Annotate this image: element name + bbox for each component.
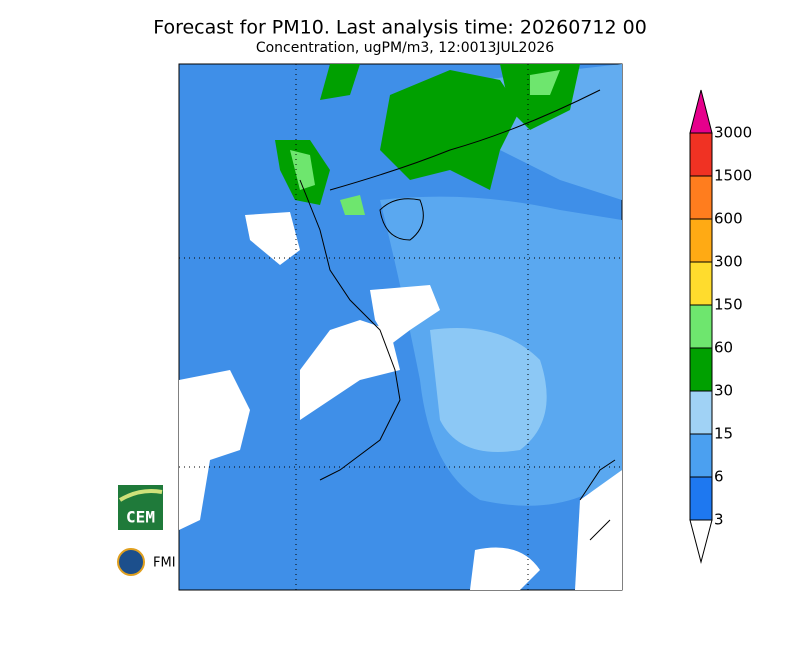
map <box>178 63 623 591</box>
cem-text: CEM <box>126 508 155 527</box>
subtitle: Concentration, ugPM/m3, 12:0013JUL2026 <box>256 40 554 56</box>
colorbar-label: 15 <box>714 425 733 443</box>
colorbar-segment <box>689 390 713 435</box>
colorbar-label: 1500 <box>714 167 752 185</box>
colorbar-label: 600 <box>714 210 743 228</box>
colorbar-segment <box>689 261 713 306</box>
colorbar-segment <box>689 218 713 263</box>
fmi-logo: FMI <box>117 548 176 576</box>
colorbar-segment <box>689 433 713 478</box>
colorbar-label: 150 <box>714 296 743 314</box>
colorbar-segment <box>689 304 713 349</box>
colorbar-high <box>689 89 713 134</box>
colorbar-label: 300 <box>714 253 743 271</box>
colorbar-segment <box>689 347 713 392</box>
colorbar-label: 6 <box>714 468 724 486</box>
colorbar-segment <box>689 476 713 521</box>
fmi-text: FMI <box>153 556 176 571</box>
colorbar: 3 6 15 30 60 150 300 600 1500 3000 <box>689 89 752 564</box>
colorbar-label: 3 <box>714 511 724 529</box>
colorbar-label: 3000 <box>714 124 752 142</box>
colorbar-segment <box>689 175 713 220</box>
colorbar-label: 60 <box>714 339 733 357</box>
title: Forecast for PM10. Last analysis time: 2… <box>153 17 647 39</box>
colorbar-low <box>689 519 713 564</box>
cem-logo: CEM <box>118 485 163 530</box>
colorbar-label: 30 <box>714 382 733 400</box>
colorbar-segment <box>689 132 713 177</box>
